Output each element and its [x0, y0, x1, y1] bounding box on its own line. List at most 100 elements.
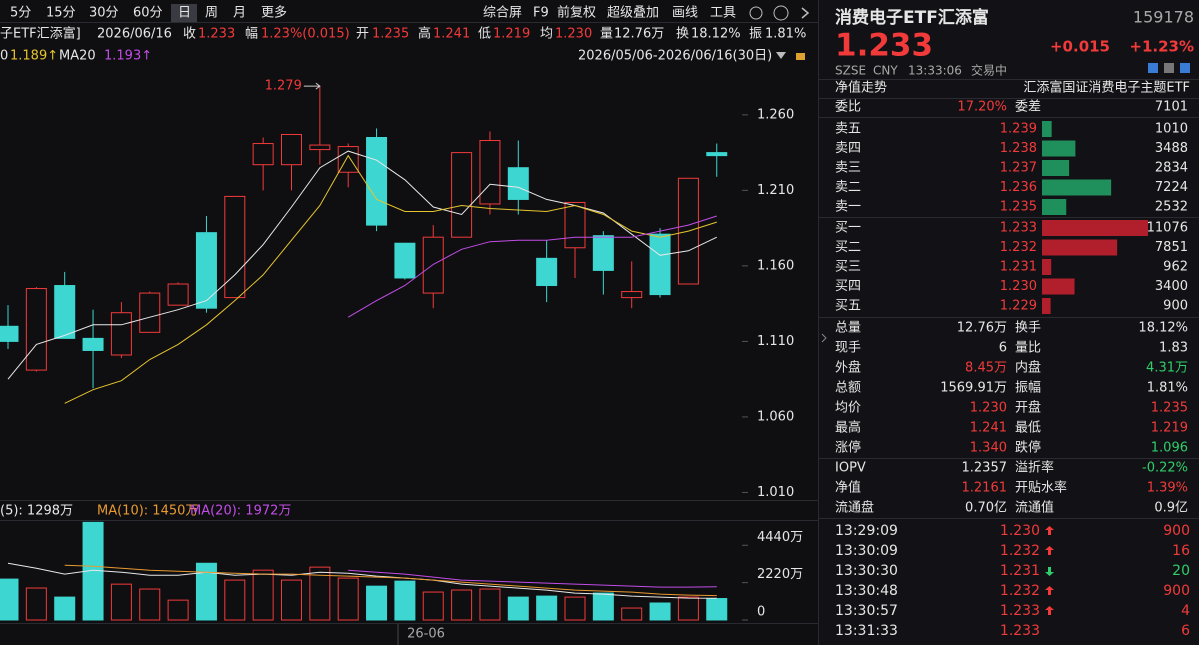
stat-value: 1569.91万 — [940, 381, 1007, 396]
quote-value: 12.76万 — [614, 27, 664, 42]
exchange: SZSE — [835, 64, 866, 78]
volume-bar — [536, 595, 558, 621]
vol-tick-label: 0 — [757, 605, 765, 620]
quote-value: 18.12% — [691, 27, 741, 42]
tool-icon[interactable] — [1180, 63, 1190, 73]
book-price: 1.232 — [1000, 240, 1037, 255]
quote-value: 1.23%(0.015) — [261, 27, 350, 42]
tool-button[interactable]: 工具 — [710, 6, 736, 21]
tool-button[interactable]: 综合屏 — [483, 6, 522, 21]
quote-label: 量 — [600, 27, 613, 42]
ma-line — [347, 215, 717, 318]
period-tab[interactable]: 60分 — [133, 6, 163, 21]
tick-time: 13:31:33 — [835, 623, 898, 639]
dropdown-icon[interactable] — [776, 52, 786, 59]
candle-body — [0, 325, 19, 342]
volume-bar — [564, 596, 586, 621]
vol-ma-line — [348, 569, 717, 588]
book-label: 买三 — [835, 260, 861, 275]
y-tick-label: 1.060 — [757, 409, 794, 424]
candle-body — [309, 144, 331, 151]
book-bar — [1042, 160, 1070, 176]
volume-bar — [139, 588, 161, 621]
collapse-icon[interactable] — [821, 333, 827, 343]
stat-value: 0.9亿 — [1154, 501, 1188, 516]
tick-price: 1.232 — [1000, 583, 1040, 599]
period-tab[interactable]: 周 — [205, 6, 218, 21]
tick-volume: 20 — [1172, 563, 1190, 579]
candle-body — [479, 140, 501, 205]
volume-bar — [337, 577, 359, 621]
instrument-name: 子ETF汇添富] — [0, 26, 81, 42]
period-tab[interactable]: 5分 — [10, 6, 31, 21]
active-tab-bg — [171, 4, 197, 22]
tick-price: 1.231 — [1000, 563, 1040, 579]
quote-label: 低 — [478, 27, 491, 42]
volume-bar — [507, 596, 529, 621]
settings-icon[interactable] — [749, 6, 763, 20]
stat-value: 1.2161 — [962, 481, 1008, 496]
help-icon[interactable] — [773, 5, 789, 21]
tool-button[interactable]: 画线 — [672, 6, 698, 21]
book-label: 买一 — [835, 221, 861, 236]
volume-bar — [451, 589, 473, 621]
book-label: 卖一 — [835, 200, 861, 215]
volume-bar — [25, 587, 47, 621]
volume-bar — [54, 596, 76, 621]
quote-value: 1.81% — [765, 27, 806, 42]
stat-value: 18.12% — [1138, 321, 1188, 336]
period-tab[interactable]: 15分 — [46, 6, 76, 21]
vol-ma-line — [64, 564, 717, 597]
nav-label: 净值走势 — [835, 80, 887, 96]
quote-value: 1.235 — [372, 27, 409, 42]
tick-time: 13:30:30 — [835, 563, 898, 579]
stat-value: 1.39% — [1147, 481, 1188, 496]
tick-arrow — [1045, 567, 1054, 576]
candle-body — [621, 291, 643, 299]
tool-icon[interactable] — [1164, 63, 1174, 73]
period-tab[interactable]: 30分 — [89, 6, 119, 21]
period-tab[interactable]: 更多 — [261, 5, 287, 21]
stat-value: 12.76万 — [957, 321, 1007, 336]
volume-bar — [677, 596, 699, 621]
candle-body — [139, 292, 161, 333]
volume-bar — [422, 591, 444, 621]
quote-value: 1.219 — [493, 27, 530, 42]
stat-value: 1.241 — [970, 421, 1007, 436]
vol-tick-label: 4440万 — [757, 530, 803, 545]
book-volume: 2834 — [1155, 161, 1188, 176]
period-tab[interactable]: 月 — [233, 6, 246, 21]
volume-bar — [281, 579, 302, 621]
candle-body — [366, 137, 388, 226]
period-tab[interactable]: 日 — [178, 6, 191, 21]
stat-label: 涨停 — [835, 440, 861, 456]
tool-icon[interactable] — [1148, 63, 1158, 73]
stat-label: 委比 — [835, 100, 861, 115]
lock-icon[interactable] — [796, 53, 805, 60]
vol-tick-label: 2220万 — [757, 567, 803, 582]
tool-button[interactable]: F9 — [533, 6, 549, 21]
date-range: 2026/05/06-2026/06/16(30日) — [578, 49, 772, 64]
tool-button[interactable]: 前复权 — [557, 5, 596, 21]
candle-body — [25, 288, 47, 371]
volume-bar — [195, 562, 217, 621]
stat-value: 1.2357 — [962, 461, 1008, 476]
ma-legend-name: 0 — [0, 49, 8, 64]
book-bar — [1042, 259, 1052, 275]
stat-value: 1.219 — [1151, 421, 1188, 436]
next-icon[interactable] — [801, 7, 810, 19]
tick-volume: 900 — [1163, 583, 1190, 599]
stat-value: 1.340 — [970, 441, 1007, 456]
tool-button[interactable]: 超级叠加 — [607, 6, 659, 21]
ma-line — [7, 150, 718, 380]
tick-price: 1.233 — [1000, 603, 1040, 619]
candle-body — [54, 285, 76, 339]
candle-body — [167, 283, 189, 306]
book-volume: 7851 — [1155, 240, 1188, 255]
volume-bar — [0, 578, 19, 621]
candle-body — [224, 195, 246, 299]
fund-full-name: 汇添富国证消费电子主题ETF — [1023, 80, 1190, 96]
book-volume: 11076 — [1147, 221, 1188, 236]
stat-label: 总额 — [835, 381, 861, 396]
book-volume: 3400 — [1155, 279, 1188, 294]
